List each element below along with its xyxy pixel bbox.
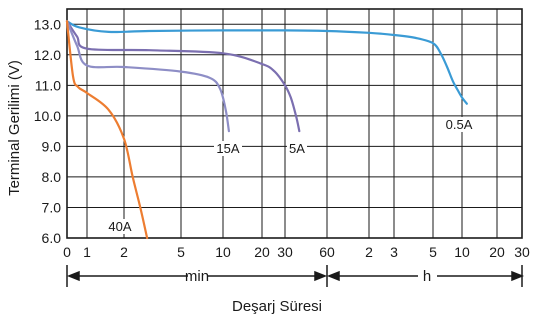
x-tick-label: 2 <box>365 244 373 260</box>
y-tick-label: 10.0 <box>34 108 61 124</box>
x-tick-label: 30 <box>277 244 293 260</box>
curve-label-bg <box>106 219 134 234</box>
x-tick-label: 2 <box>120 244 128 260</box>
h-range-arrow <box>326 265 525 287</box>
curve-15a <box>65 20 230 133</box>
y-tick-label: 7.0 <box>42 199 62 215</box>
x-tick-label: 5 <box>429 244 437 260</box>
plot-frame <box>66 8 523 239</box>
curve-label: 40A <box>108 219 131 234</box>
y-tick-label: 11.0 <box>35 77 61 93</box>
curve-labels: 0.5A 5A 15A 40A <box>106 117 477 234</box>
x-tick-labels: 0 1 2 5 10 20 30 60 2 3 5 10 20 30 <box>63 244 530 260</box>
curve-label-bg <box>441 117 477 132</box>
curve-label: 0.5A <box>446 117 473 132</box>
x-tick-label: 3 <box>390 244 398 260</box>
y-tick-label: 13.0 <box>34 16 61 32</box>
x-tick-label: 20 <box>489 244 505 260</box>
x-tick-label: 5 <box>177 244 185 260</box>
curve-label-bg <box>214 141 242 156</box>
grid <box>67 9 522 239</box>
curve-0-5a <box>65 20 468 105</box>
x-tick-label: 10 <box>215 244 231 260</box>
curve-label: 15A <box>216 141 239 156</box>
curve-5a <box>65 20 301 133</box>
h-range-label: h <box>423 268 431 285</box>
y-axis-label: Terminal Gerilimi (V) <box>6 60 23 196</box>
x-tick-label: 60 <box>319 244 335 260</box>
y-tick-label: 6.0 <box>42 230 62 246</box>
x-tick-label: 10 <box>454 244 470 260</box>
y-tick-label: 12.0 <box>34 47 61 63</box>
min-range-label: min <box>185 268 209 285</box>
x-tick-label: 20 <box>254 244 270 260</box>
curves <box>65 20 468 240</box>
x-tick-label: 30 <box>514 244 530 260</box>
curve-label: 5A <box>289 141 305 156</box>
curve-label-bg <box>287 141 307 156</box>
x-tick-label: 0 <box>63 244 71 260</box>
curve-40a <box>65 20 149 240</box>
x-tick-label: 1 <box>83 244 91 260</box>
y-tick-labels: 6.0 7.0 8.0 9.0 10.0 11.0 12.0 13.0 <box>34 16 61 246</box>
y-tick-label: 8.0 <box>42 169 62 185</box>
y-tick-label: 9.0 <box>42 138 62 154</box>
x-axis-label: Deşarj Süresi <box>232 298 322 315</box>
min-range-arrow <box>66 265 328 287</box>
